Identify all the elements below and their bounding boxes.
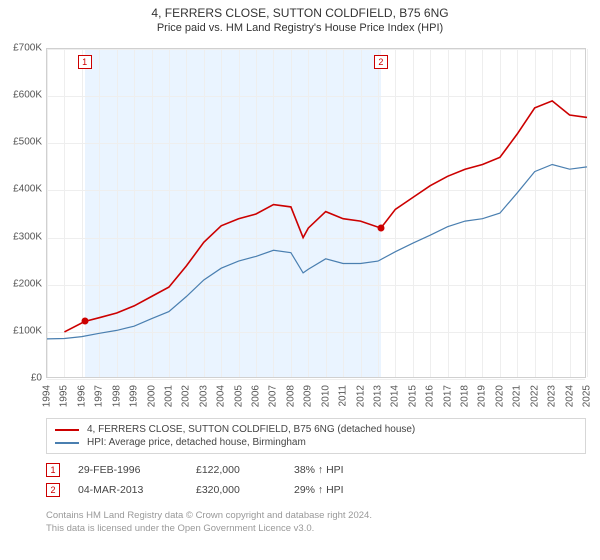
legend-swatch: [55, 442, 79, 444]
x-tick-label: 2003: [198, 385, 209, 407]
attribution-line-1: Contains HM Land Registry data © Crown c…: [46, 510, 586, 523]
x-tick-label: 1994: [42, 385, 53, 407]
chart-area: 1994199519961997199819992000200120022003…: [46, 48, 586, 378]
x-tick-label: 2022: [529, 385, 540, 407]
legend-item: HPI: Average price, detached house, Birm…: [55, 436, 577, 449]
y-tick-label: £300K: [0, 231, 42, 242]
sales-row-id: 2: [46, 483, 60, 497]
x-tick-label: 1995: [59, 385, 70, 407]
x-tick-label: 2018: [460, 385, 471, 407]
sales-row-hpi: 38% ↑ HPI: [294, 464, 394, 476]
legend: 4, FERRERS CLOSE, SUTTON COLDFIELD, B75 …: [46, 418, 586, 454]
y-tick-label: £0: [0, 373, 42, 384]
legend-label: 4, FERRERS CLOSE, SUTTON COLDFIELD, B75 …: [87, 424, 415, 435]
x-tick-label: 2021: [512, 385, 523, 407]
x-tick-label: 2010: [320, 385, 331, 407]
x-tick-label: 2008: [285, 385, 296, 407]
plot-region: 1994199519961997199819992000200120022003…: [46, 48, 586, 378]
x-tick-label: 2001: [163, 385, 174, 407]
y-tick-label: £400K: [0, 184, 42, 195]
x-tick-label: 1998: [111, 385, 122, 407]
gridline-horizontal: [47, 379, 585, 380]
x-tick-label: 2002: [181, 385, 192, 407]
x-tick-label: 2007: [268, 385, 279, 407]
x-tick-label: 2023: [547, 385, 558, 407]
line-series-svg: [47, 49, 587, 379]
x-tick-label: 2017: [442, 385, 453, 407]
series-line-hpi: [47, 165, 587, 339]
sale-marker-box: 2: [374, 55, 388, 69]
x-tick-label: 2020: [494, 385, 505, 407]
gridline-vertical: [587, 49, 588, 377]
x-tick-label: 2024: [564, 385, 575, 407]
x-tick-label: 2025: [582, 385, 593, 407]
x-tick-label: 2019: [477, 385, 488, 407]
x-tick-label: 2014: [390, 385, 401, 407]
legend-swatch: [55, 429, 79, 431]
x-tick-label: 2011: [338, 385, 349, 407]
sales-row-date: 29-FEB-1996: [78, 464, 178, 476]
y-tick-label: £200K: [0, 278, 42, 289]
chart-footer: 4, FERRERS CLOSE, SUTTON COLDFIELD, B75 …: [46, 418, 586, 536]
x-tick-label: 1999: [129, 385, 140, 407]
sales-row: 2 04-MAR-2013 £320,000 29% ↑ HPI: [46, 480, 586, 500]
sales-row-id: 1: [46, 463, 60, 477]
y-tick-label: £600K: [0, 90, 42, 101]
y-tick-label: £500K: [0, 137, 42, 148]
x-tick-label: 1996: [76, 385, 87, 407]
x-tick-label: 1997: [94, 385, 105, 407]
series-line-property_price: [64, 101, 587, 332]
sale-marker-dot: [81, 318, 88, 325]
attribution: Contains HM Land Registry data © Crown c…: [46, 510, 586, 536]
x-tick-label: 2000: [146, 385, 157, 407]
x-tick-label: 2015: [407, 385, 418, 407]
sales-table: 1 29-FEB-1996 £122,000 38% ↑ HPI 2 04-MAR-201…: [46, 460, 586, 500]
x-tick-label: 2004: [216, 385, 227, 407]
x-tick-label: 2005: [233, 385, 244, 407]
sale-marker-box: 1: [78, 55, 92, 69]
y-tick-label: £100K: [0, 325, 42, 336]
chart-titles: 4, FERRERS CLOSE, SUTTON COLDFIELD, B75 …: [0, 0, 600, 34]
attribution-line-2: This data is licensed under the Open Gov…: [46, 523, 586, 536]
sales-row-hpi: 29% ↑ HPI: [294, 484, 394, 496]
legend-label: HPI: Average price, detached house, Birm…: [87, 437, 306, 448]
x-tick-label: 2013: [372, 385, 383, 407]
x-tick-label: 2012: [355, 385, 366, 407]
title-subtitle: Price paid vs. HM Land Registry's House …: [0, 22, 600, 34]
x-tick-label: 2016: [425, 385, 436, 407]
x-tick-label: 2009: [303, 385, 314, 407]
sale-marker-dot: [377, 225, 384, 232]
sales-row-price: £320,000: [196, 484, 276, 496]
sales-row: 1 29-FEB-1996 £122,000 38% ↑ HPI: [46, 460, 586, 480]
x-tick-label: 2006: [251, 385, 262, 407]
legend-item: 4, FERRERS CLOSE, SUTTON COLDFIELD, B75 …: [55, 423, 577, 436]
title-address: 4, FERRERS CLOSE, SUTTON COLDFIELD, B75 …: [0, 6, 600, 20]
y-tick-label: £700K: [0, 43, 42, 54]
sales-row-date: 04-MAR-2013: [78, 484, 178, 496]
sales-row-price: £122,000: [196, 464, 276, 476]
